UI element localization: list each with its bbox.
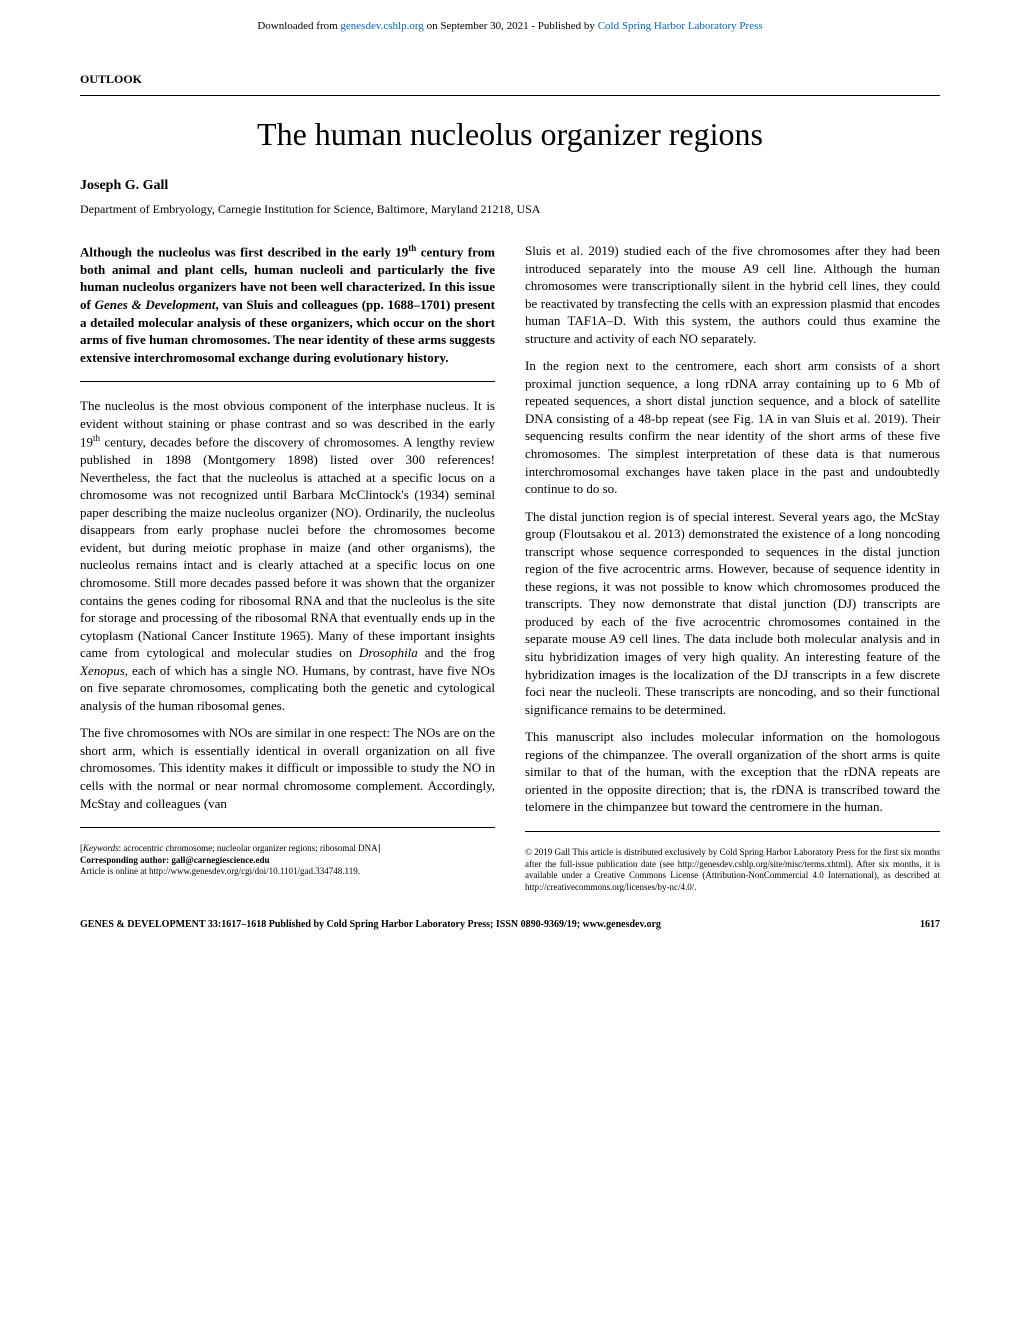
body-para-6: This manuscript also includes molecular … bbox=[525, 728, 940, 816]
copyright-text: © 2019 Gall This article is distributed … bbox=[525, 847, 940, 894]
article-title: The human nucleolus organizer regions bbox=[80, 116, 940, 153]
author-affiliation: Department of Embryology, Carnegie Insti… bbox=[80, 202, 940, 217]
footer-divider-right bbox=[525, 831, 940, 832]
body-para-3: Sluis et al. 2019) studied each of the f… bbox=[525, 242, 940, 347]
section-label: OUTLOOK bbox=[80, 72, 940, 87]
abstract-divider bbox=[80, 381, 495, 382]
main-content: Although the nucleolus was first describ… bbox=[80, 242, 940, 894]
body-para-2: The five chromosomes with NOs are simila… bbox=[80, 724, 495, 812]
keywords: [Keywords: acrocentric chromosome; nucle… bbox=[80, 843, 495, 855]
abstract-text: Although the nucleolus was first describ… bbox=[80, 242, 495, 366]
author-name: Joseph G. Gall bbox=[80, 178, 940, 194]
footer-left: [Keywords: acrocentric chromosome; nucle… bbox=[80, 827, 495, 878]
download-middle: on September 30, 2021 - Published by bbox=[424, 20, 598, 32]
footer-divider-left bbox=[80, 827, 495, 828]
download-header: Downloaded from genesdev.cshlp.org on Se… bbox=[80, 20, 940, 32]
author-email-link[interactable]: gall@carnegiescience.edu bbox=[171, 855, 269, 865]
page-number: 1617 bbox=[920, 919, 940, 930]
page-footer-citation: GENES & DEVELOPMENT 33:1617–1618 Publish… bbox=[80, 919, 661, 930]
divider-top bbox=[80, 95, 940, 96]
article-url: Article is online at http://www.genesdev… bbox=[80, 866, 495, 878]
left-column: Although the nucleolus was first describ… bbox=[80, 242, 495, 894]
body-para-1: The nucleolus is the most obvious compon… bbox=[80, 397, 495, 714]
download-prefix: Downloaded from bbox=[257, 20, 340, 32]
body-para-5: The distal junction region is of special… bbox=[525, 508, 940, 719]
download-link-1[interactable]: genesdev.cshlp.org bbox=[340, 20, 423, 32]
footer-right: © 2019 Gall This article is distributed … bbox=[525, 831, 940, 894]
corresponding-author: Corresponding author: gall@carnegiescien… bbox=[80, 855, 495, 867]
right-column: Sluis et al. 2019) studied each of the f… bbox=[525, 242, 940, 894]
body-para-4: In the region next to the centromere, ea… bbox=[525, 357, 940, 497]
page-footer: GENES & DEVELOPMENT 33:1617–1618 Publish… bbox=[80, 919, 940, 930]
download-link-2[interactable]: Cold Spring Harbor Laboratory Press bbox=[598, 20, 763, 32]
